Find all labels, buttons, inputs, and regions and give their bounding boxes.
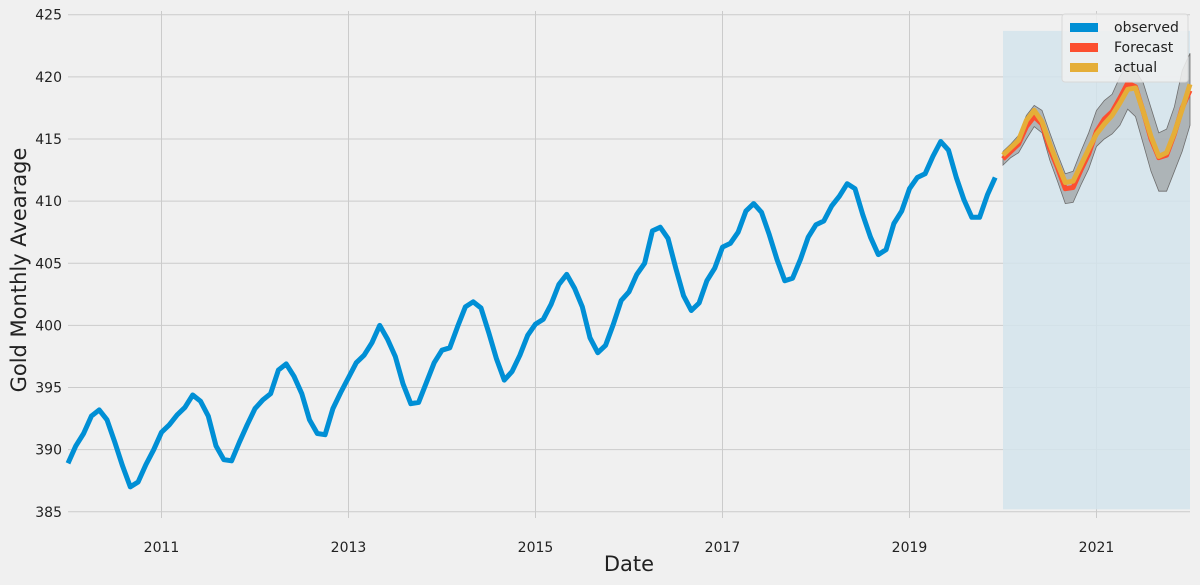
y-axis-label: Gold Monthly Avearage (7, 148, 31, 393)
legend-swatch-forecast (1070, 43, 1098, 52)
y-tick-label: 385 (35, 505, 62, 521)
y-tick-label: 420 (35, 70, 62, 86)
y-tick-label: 405 (35, 256, 62, 272)
x-tick-label: 2011 (144, 540, 180, 556)
series-lines (65, 80, 1193, 490)
legend-label-forecast: Forecast (1114, 40, 1174, 56)
legend-swatch-observed (1070, 23, 1098, 32)
x-tick-label: 2021 (1079, 540, 1115, 556)
y-tick-label: 425 (35, 8, 62, 24)
series-line-observed (65, 139, 998, 490)
legend-label-observed: observed (1114, 20, 1179, 36)
y-tick-label: 410 (35, 194, 62, 210)
x-tick-label: 2017 (705, 540, 741, 556)
forecast-region (1003, 30, 1190, 510)
series-line-actual (1001, 83, 1193, 185)
x-tick-label: 2019 (892, 540, 928, 556)
y-tick-label: 400 (35, 318, 62, 334)
x-axis-label: Date (604, 552, 654, 576)
x-tick-label: 2015 (518, 540, 554, 556)
tick-labels: 385 390 395 400 405 410 415 420 425 2011 2013 2015 2… (35, 8, 1114, 556)
legend-label-actual: actual (1114, 60, 1157, 76)
y-tick-label: 415 (35, 132, 62, 148)
y-tick-label: 390 (35, 443, 62, 459)
legend: observed Forecast actual (1061, 13, 1189, 83)
legend-swatch-actual (1070, 63, 1098, 72)
x-tick-label: 2013 (331, 540, 367, 556)
y-tick-label: 395 (35, 381, 62, 397)
forecast-area (1002, 30, 1191, 510)
